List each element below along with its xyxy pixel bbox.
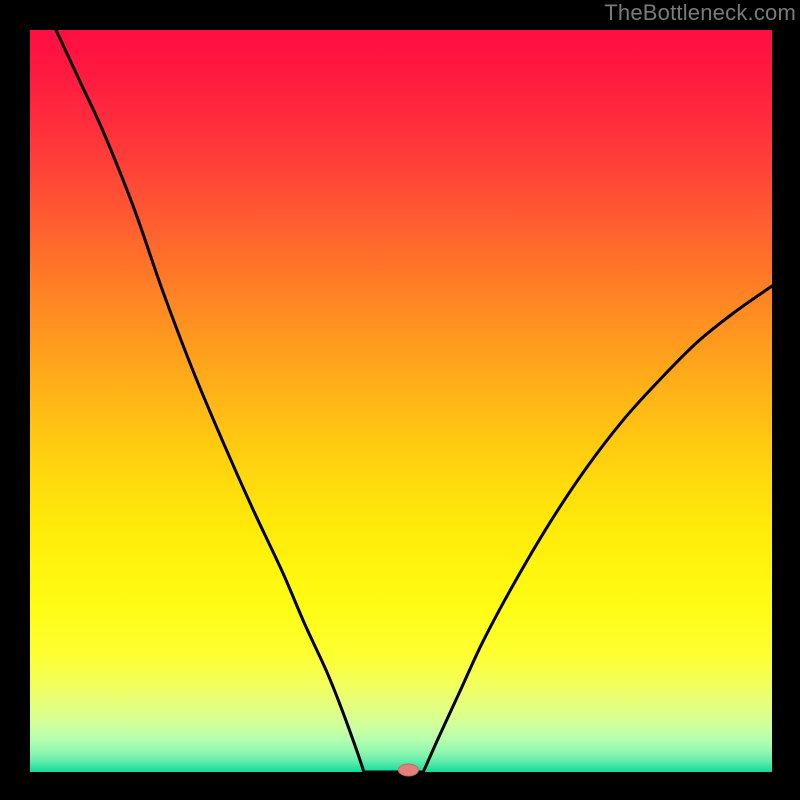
bottleneck-chart bbox=[0, 0, 800, 800]
watermark-text: TheBottleneck.com bbox=[600, 0, 800, 26]
gradient-background bbox=[30, 30, 772, 772]
watermark-wrap: TheBottleneck.com bbox=[600, 0, 800, 26]
optimal-marker bbox=[398, 764, 418, 776]
chart-container: TheBottleneck.com bbox=[0, 0, 800, 800]
